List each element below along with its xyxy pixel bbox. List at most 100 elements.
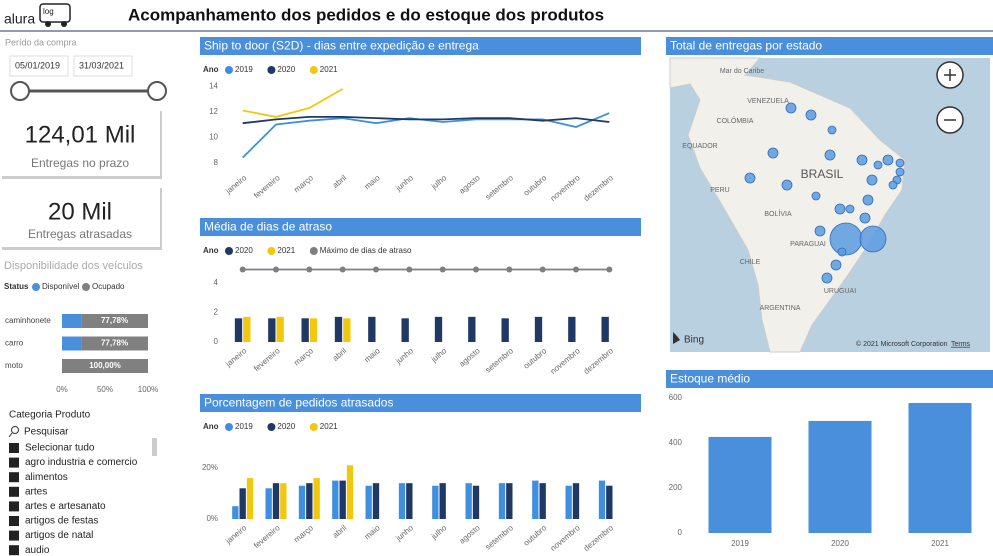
map-bubble [859, 212, 871, 224]
y-tick-label: 0% [206, 514, 218, 523]
checkbox[interactable] [9, 486, 19, 497]
card [0, 185, 160, 247]
logo: alura [4, 11, 35, 27]
bar [532, 480, 539, 519]
map-bubble [888, 180, 898, 190]
date-box[interactable] [9, 55, 69, 77]
bar [309, 318, 318, 342]
bar [339, 480, 346, 519]
x-tick-label: 2019 [731, 539, 749, 548]
legend-label: Máximo de dias de atraso [320, 246, 412, 255]
map-label: VENEZUELA [747, 98, 789, 105]
panel-title: Ship to door (S2D) - dias entre expediçã… [204, 39, 479, 53]
search-box: Pesquisar [24, 427, 69, 438]
map-attribution: © 2021 Microsoft Corporation [856, 340, 948, 348]
page-title: Acompanhamento dos pedidos e do estoque … [128, 5, 604, 24]
legend-marker [309, 247, 318, 255]
bar [301, 318, 309, 342]
line [242, 88, 344, 118]
legend-label: 2020 [235, 246, 253, 255]
bar [272, 483, 280, 519]
slicer-item: agro industria e comercio [25, 457, 138, 468]
y-tick-label: 400 [669, 438, 683, 447]
bar [501, 318, 509, 342]
panel-header [666, 370, 993, 388]
bar [565, 485, 572, 519]
bar [81, 336, 148, 351]
checkbox[interactable] [9, 457, 19, 468]
checkbox[interactable] [9, 545, 19, 556]
search-icon [8, 432, 13, 438]
checkbox[interactable] [9, 516, 19, 526]
map-label: COLÔMBIA [717, 116, 754, 125]
bar [81, 314, 148, 328]
checkbox[interactable] [9, 501, 19, 512]
date-end: 31/03/2021 [79, 60, 124, 70]
map-bubble [785, 102, 797, 114]
panel-header [666, 37, 993, 55]
map-label: Mar do Caribe [720, 68, 764, 75]
legend-marker [225, 247, 233, 255]
bar [234, 318, 243, 342]
checkbox[interactable] [9, 443, 19, 453]
checkbox[interactable] [9, 472, 19, 483]
y-tick-label: 0 [214, 337, 219, 346]
y-tick-label: 2 [214, 308, 219, 317]
map-label: PERU [710, 187, 729, 194]
map-bubble [744, 172, 756, 184]
map-bubble [821, 272, 833, 284]
slider-handle[interactable] [10, 81, 30, 101]
bar [239, 488, 246, 519]
legend-label: 2021 [320, 65, 338, 74]
x-tick-label: 100% [138, 385, 158, 394]
panel-header [200, 218, 641, 236]
y-tick-label: 12 [209, 107, 218, 116]
bar [306, 483, 313, 519]
checkbox[interactable] [9, 530, 19, 541]
legend-label: 2019 [235, 422, 253, 431]
bar [62, 314, 82, 328]
bar [298, 485, 306, 519]
panel-title: Porcentagem de pedidos atrasados [204, 396, 393, 410]
bar [465, 483, 472, 519]
slider-handle[interactable] [147, 81, 167, 101]
bar [432, 485, 439, 519]
y-tick-label: carro [5, 339, 24, 348]
bar [346, 465, 354, 519]
map-bubble [767, 147, 779, 159]
slicer-item: artigos de natal [25, 530, 93, 541]
bar [365, 485, 372, 519]
legend-label: Disponível [42, 282, 80, 291]
legend-label: 2021 [320, 422, 338, 431]
line-marker [239, 266, 246, 273]
map-provider: Bing [684, 335, 704, 346]
date-box[interactable] [73, 55, 133, 77]
slicer-item: artigos de festas [25, 516, 98, 527]
bar [243, 316, 251, 342]
map-bubble [856, 154, 868, 166]
legend-title: Status [4, 282, 29, 291]
map-bubble [824, 149, 836, 161]
legend-marker [225, 66, 233, 74]
bar [439, 483, 446, 519]
map-bubble [805, 109, 817, 121]
y-tick-label: 20% [202, 463, 218, 472]
legend-marker [225, 423, 233, 431]
value-label: 77,78% [101, 316, 128, 325]
panel-header [200, 37, 641, 55]
value-label: 77,78% [101, 339, 128, 348]
map-terms: Terms [951, 341, 971, 348]
card-value: 124,01 Mil [25, 121, 136, 148]
map-bubble [895, 158, 905, 168]
legend-marker [267, 66, 276, 74]
legend-marker [32, 283, 40, 291]
bar [808, 420, 872, 533]
legend-label: 2021 [277, 246, 295, 255]
map-bubble [862, 194, 874, 206]
map-label: BRASIL [801, 167, 844, 181]
legend-label: 2020 [277, 65, 295, 74]
y-tick-label: 200 [669, 483, 683, 492]
bar [506, 483, 513, 519]
x-tick-label: 50% [97, 385, 113, 394]
logo-wheel [61, 21, 67, 27]
